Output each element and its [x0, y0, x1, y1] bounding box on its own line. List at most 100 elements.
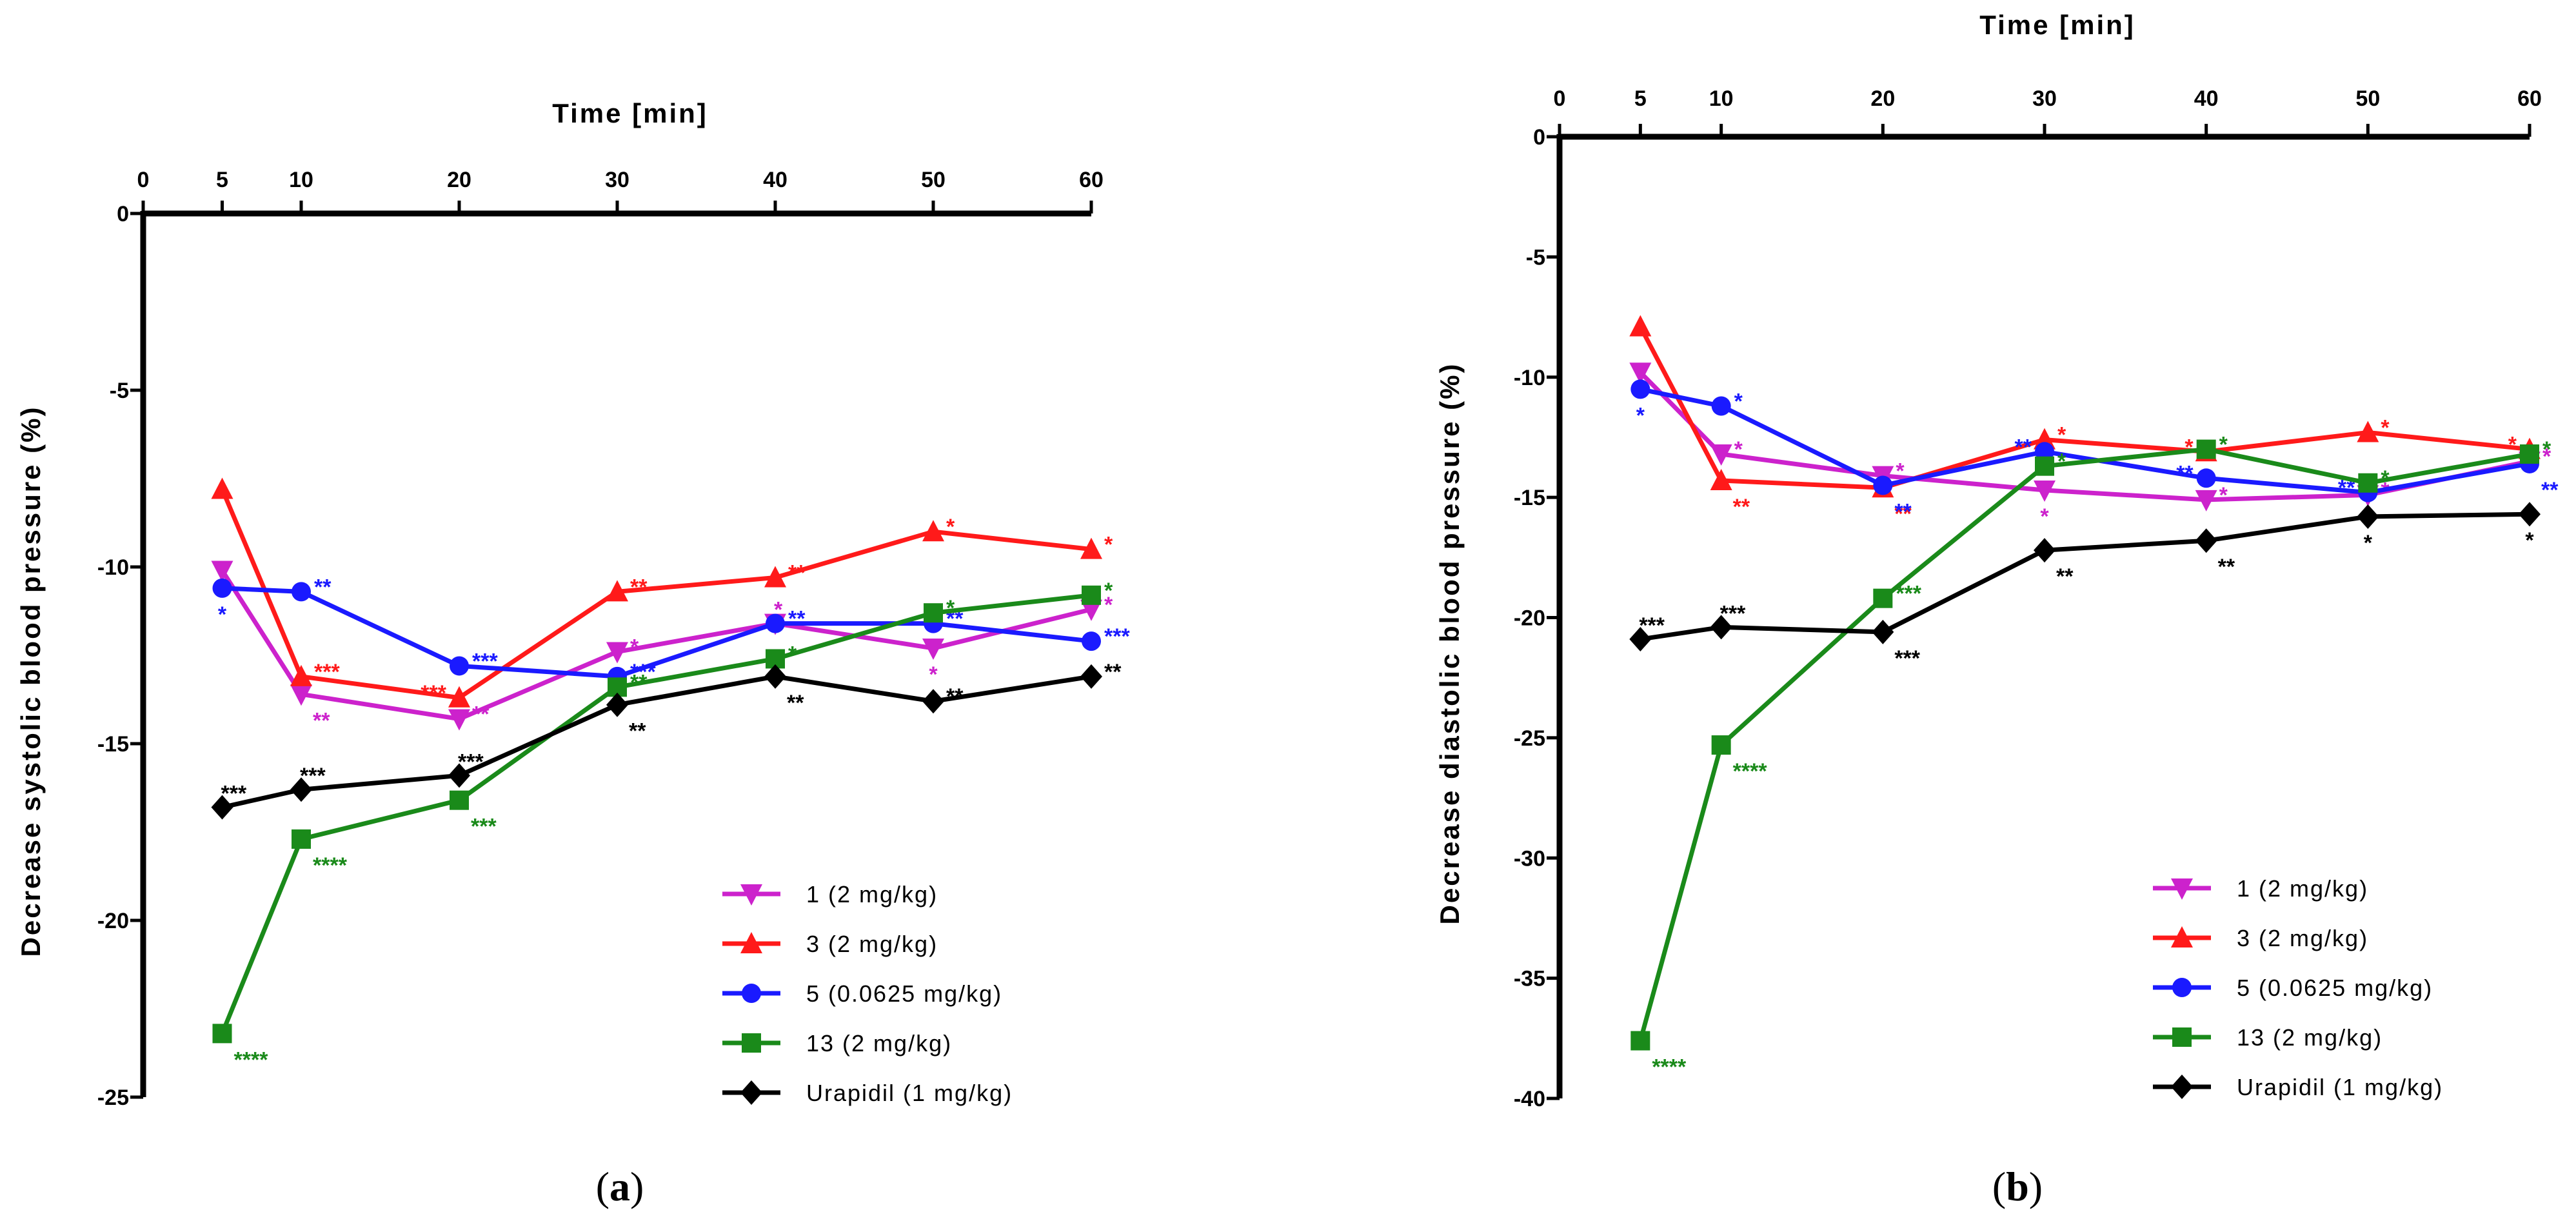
data-point [2035, 456, 2054, 476]
data-point [1082, 585, 1101, 605]
data-point [606, 692, 628, 717]
significance-label: * [2219, 483, 2228, 508]
y-tick-label: -40 [1514, 1087, 1545, 1111]
data-point [1080, 664, 1102, 689]
data-point [1710, 615, 1732, 640]
panel-label: (a) [596, 1164, 644, 1209]
legend-marker [2171, 878, 2193, 900]
data-point [922, 520, 944, 542]
significance-label: ** [472, 702, 490, 727]
legend: 1 (2 mg/kg) 3 (2 mg/kg) 5 (0.0625 mg/kg) 13… [2153, 875, 2442, 1100]
significance-label: * [2525, 528, 2534, 553]
data-point [1629, 627, 1652, 652]
significance-label: ** [1104, 660, 1122, 684]
legend-label: 3 (2 mg/kg) [2237, 925, 2368, 951]
series-5: ****** ***** ***** [212, 575, 1130, 686]
significance-label: * [2542, 437, 2551, 462]
x-tick-label: 5 [216, 168, 228, 192]
data-point [1710, 469, 1732, 491]
data-point [211, 560, 233, 582]
data-point [922, 689, 944, 714]
x-tick-label: 10 [1709, 86, 1734, 111]
significance-label: ** [2176, 461, 2194, 486]
data-point [2358, 473, 2378, 493]
data-point [764, 664, 786, 689]
significance-label: *** [471, 815, 497, 839]
chart-panel-b: 0 5 10 20 30 40 50 60 0 -5 -10 -15 -20 -25 -30 -35 -40 Ti… [1434, 10, 2559, 1209]
series-urapidil: ************* **** [211, 660, 1122, 820]
significance-label: ** [1894, 502, 1912, 526]
data-point [1711, 735, 1731, 755]
y-tick-label: -30 [1514, 846, 1545, 871]
y-tick-label: -15 [97, 732, 129, 757]
series-1: **** ** [1629, 362, 2551, 529]
series-urapidil: *** ******** *** * [1629, 502, 2541, 671]
significance-label: ** [314, 575, 332, 599]
data-point [2196, 468, 2216, 488]
significance-label: *** [1720, 601, 1746, 626]
y-tick-label: 0 [1533, 125, 1545, 150]
legend-label: 1 (2 mg/kg) [2237, 875, 2368, 902]
legend-marker [2172, 978, 2192, 997]
data-point [2195, 528, 2217, 553]
data-point [2357, 504, 2379, 529]
significance-label: ** [788, 607, 806, 631]
legend-entry: 13 (2 mg/kg) [2153, 1024, 2381, 1051]
data-point [764, 566, 786, 588]
x-tick-label: 60 [2517, 86, 2542, 111]
series-line [1638, 447, 2530, 1042]
legend-entry: Urapidil (1 mg/kg) [722, 1080, 1013, 1106]
significance-label: **** [234, 1047, 269, 1072]
legend-marker [2172, 1027, 2192, 1047]
legend-entry: 13 (2 mg/kg) [722, 1030, 951, 1056]
data-point [1629, 315, 1652, 337]
legend-entry: 3 (2 mg/kg) [722, 931, 936, 957]
y-tick-label: -15 [1514, 486, 1545, 510]
data-point [450, 790, 469, 810]
data-point [2357, 421, 2379, 442]
significance-label: **** [313, 853, 348, 878]
y-tick-label: 0 [117, 202, 129, 226]
data-point [450, 656, 469, 676]
data-point [212, 578, 232, 598]
y-tick-label: -25 [1514, 726, 1545, 751]
data-point [1082, 631, 1101, 651]
data-point [212, 1024, 232, 1044]
significance-label: * [2364, 531, 2373, 555]
data-point [2034, 480, 2056, 502]
data-point [2195, 490, 2217, 511]
significance-label: * [218, 602, 227, 627]
legend-marker [2171, 1075, 2193, 1099]
significance-label: *** [458, 749, 484, 774]
significance-label: *** [1896, 582, 1921, 606]
legend-label: Urapidil (1 mg/kg) [806, 1080, 1013, 1106]
legend-entry: 3 (2 mg/kg) [2153, 925, 2368, 951]
data-point [1873, 588, 1893, 608]
x-tick-label: 30 [2032, 86, 2057, 111]
data-point [448, 686, 470, 708]
significance-label: *** [472, 649, 498, 673]
significance-label: *** [1104, 624, 1130, 649]
legend: 1 (2 mg/kg) 3 (2 mg/kg) 5 (0.0625 mg/kg) 13… [722, 881, 1013, 1106]
panel-letter: b [2006, 1164, 2029, 1209]
x-tick-label: 50 [2355, 86, 2380, 111]
significance-label: **** [1652, 1055, 1687, 1080]
y-tick-label: -25 [97, 1086, 129, 1110]
y-tick-label: -10 [97, 555, 129, 580]
data-point [448, 709, 470, 731]
legend-label: 5 (0.0625 mg/kg) [806, 980, 1002, 1007]
significance-label: * [1734, 437, 1743, 462]
data-point [290, 777, 312, 802]
legend-entry: 1 (2 mg/kg) [722, 881, 938, 908]
data-point [1080, 537, 1102, 559]
legend-label: 1 (2 mg/kg) [806, 881, 938, 908]
y-tick-label: -20 [97, 909, 129, 933]
data-point [1710, 444, 1732, 466]
y-axis-title: Decrease diastolic blood pressure (%) [1434, 362, 1465, 925]
significance-label: * [2381, 415, 2390, 440]
x-tick-label: 0 [137, 168, 150, 192]
significance-label: ** [788, 560, 806, 585]
data-point [290, 684, 312, 706]
significance-label: * [2542, 444, 2551, 469]
